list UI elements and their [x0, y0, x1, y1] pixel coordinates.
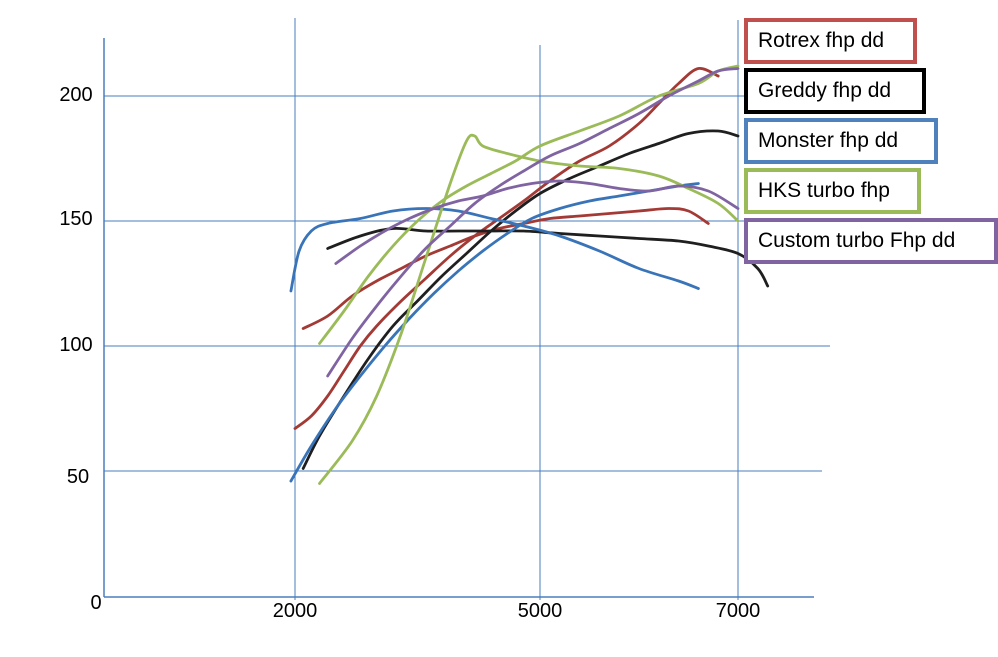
- y-tick-label: 200: [59, 84, 92, 106]
- legend-item-greddy: Greddy fhp dd: [744, 68, 926, 114]
- y-tick-label: 150: [59, 208, 92, 230]
- x-tick-labels: 2000 5000 7000: [273, 600, 761, 622]
- series-line-2-0: [289, 207, 700, 293]
- legend-label: Greddy fhp dd: [758, 79, 892, 102]
- y-tick-labels: 0 50 100 150 200: [59, 84, 101, 614]
- y-tick-label: 50: [67, 466, 89, 488]
- legend-item-rotrex: Rotrex fhp dd: [744, 18, 917, 64]
- x-tick-label: 7000: [716, 600, 761, 622]
- legend-label: HKS turbo fhp: [758, 179, 890, 202]
- series-line-1-1: [326, 226, 770, 288]
- legend-item-custom-turbo: Custom turbo Fhp dd: [744, 218, 998, 264]
- legend-item-monster: Monster fhp dd: [744, 118, 938, 164]
- x-tick-label: 2000: [273, 600, 318, 622]
- plot-lines: [289, 64, 770, 485]
- y-tick-label: 100: [59, 334, 92, 356]
- y-tick-label: 0: [90, 592, 101, 614]
- axes: [103, 38, 814, 598]
- legend-label: Monster fhp dd: [758, 129, 899, 152]
- series-line-3-1: [318, 64, 740, 345]
- grid-lines: [104, 18, 830, 600]
- series-line-0-1: [301, 207, 710, 330]
- legend-item-hks: HKS turbo fhp: [744, 168, 921, 214]
- x-tick-label: 5000: [518, 600, 563, 622]
- legend-label: Rotrex fhp dd: [758, 29, 885, 52]
- series-line-2-1: [289, 182, 700, 483]
- series-line-3-0: [318, 133, 740, 485]
- series-line-0-0: [293, 67, 720, 430]
- legend-label: Custom turbo Fhp dd: [758, 229, 956, 252]
- series-line-4-1: [334, 179, 740, 265]
- series-line-4-0: [326, 67, 740, 378]
